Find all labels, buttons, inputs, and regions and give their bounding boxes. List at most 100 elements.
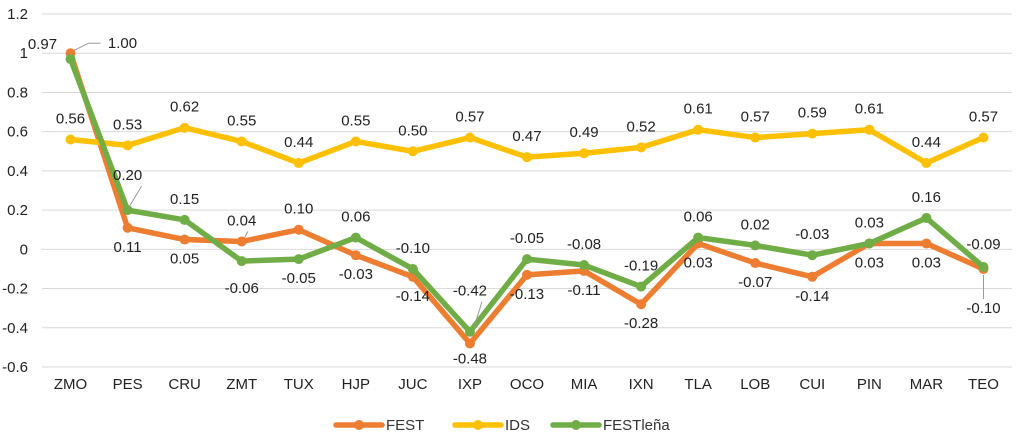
point-festle-a [579, 260, 590, 271]
x-tick-label: ZMO [54, 376, 87, 393]
point-fest [236, 236, 247, 247]
point-festle-a [636, 281, 647, 292]
point-ids [864, 124, 875, 135]
data-label-ids: 0.53 [113, 116, 142, 133]
data-label-fest: -0.13 [510, 286, 544, 303]
data-label-ids: 0.52 [627, 118, 656, 135]
point-festle-a [65, 54, 76, 65]
y-tick-label: -0.6 [2, 359, 28, 376]
point-festle-a [293, 254, 304, 265]
point-festle-a [464, 326, 475, 337]
data-label-festlena: -0.05 [282, 270, 316, 287]
data-label-ids: 0.57 [455, 109, 484, 126]
y-tick-label: 0.8 [7, 84, 28, 101]
point-festle-a [122, 205, 133, 216]
data-label-festlena: 0.03 [855, 214, 884, 231]
data-label-fest: 0.05 [170, 251, 199, 268]
point-fest [921, 238, 932, 249]
data-label-festlena: -0.06 [225, 280, 259, 297]
data-label-fest: 1.00 [108, 35, 137, 52]
data-label-ids: 0.50 [398, 122, 427, 139]
data-label-fest: 0.10 [284, 201, 313, 218]
data-label-fest: 0.03 [855, 254, 884, 271]
y-tick-label: 0.6 [7, 124, 28, 141]
data-labels: 0.56 0.53 0.62 0.55 0.44 0.55 0.50 0.57 0.47 0.49… [28, 35, 1001, 367]
data-label-festlena: -0.09 [966, 236, 1000, 253]
data-label-fest: -0.03 [339, 266, 373, 283]
point-ids [464, 132, 475, 143]
x-tick-label: PIN [857, 376, 882, 393]
x-tick-label: HJP [342, 376, 370, 393]
point-ids [750, 132, 761, 143]
series-group [65, 48, 989, 349]
y-axis: -0.6 -0.4 -0.2 0 0.2 0.4 0.6 0.8 1 1.2 [2, 6, 28, 376]
point-festle-a [407, 263, 418, 274]
legend-label-fest: FEST [386, 417, 424, 434]
data-label-ids: 0.56 [56, 111, 85, 128]
data-label-festlena: 0.15 [170, 191, 199, 208]
data-label-fest: 0.04 [227, 212, 256, 229]
legend-label-ids: IDS [505, 417, 530, 434]
point-festle-a [350, 232, 361, 243]
point-festle-a [179, 214, 190, 225]
data-label-fest: -0.10 [966, 300, 1000, 317]
data-label-festlena: 0.02 [741, 216, 770, 233]
data-label-fest: 0.11 [114, 239, 142, 256]
data-label-festlena: -0.42 [453, 283, 487, 300]
data-label-festlena: -0.19 [624, 258, 658, 275]
data-label-ids: 0.61 [855, 101, 884, 118]
data-label-ids: 0.59 [798, 105, 827, 122]
point-festle-a [750, 240, 761, 251]
point-festle-a [522, 254, 532, 265]
y-tick-label: -0.4 [2, 320, 28, 337]
point-ids [522, 152, 532, 163]
point-fest [122, 222, 133, 233]
legend-marker-ids [473, 420, 483, 430]
y-tick-label: 0.4 [7, 163, 28, 180]
x-axis: ZMO PES CRU ZMT TUX HJP JUC IXP OCO MIA IXN TLA LOB C… [54, 376, 999, 393]
data-label-ids: 0.44 [284, 134, 313, 151]
leader-line [473, 301, 483, 328]
point-festle-a [236, 256, 247, 267]
point-ids [350, 136, 361, 147]
point-fest [464, 338, 475, 349]
point-ids [921, 158, 932, 169]
x-tick-label: ZMT [226, 376, 257, 393]
data-label-festlena: 0.06 [341, 209, 370, 226]
x-tick-label: CRU [168, 376, 201, 393]
point-ids [236, 136, 247, 147]
data-label-ids: 0.57 [741, 109, 770, 126]
data-label-festlena: -0.08 [567, 236, 601, 253]
data-label-ids: 0.61 [684, 101, 713, 118]
y-tick-label: 0.2 [7, 202, 28, 219]
data-label-festlena: 0.06 [684, 209, 713, 226]
x-tick-label: TEO [968, 376, 999, 393]
y-tick-label: 1 [20, 45, 28, 62]
x-tick-label: CUI [799, 376, 825, 393]
point-festle-a [921, 212, 932, 223]
point-festle-a [693, 232, 704, 243]
x-tick-label: LOB [740, 376, 770, 393]
legend-marker-fest [354, 420, 364, 430]
data-label-ids: 0.49 [569, 124, 598, 141]
point-ids [122, 140, 133, 151]
point-festle-a [807, 250, 818, 261]
data-label-fest: -0.14 [396, 288, 430, 305]
x-tick-label: PES [113, 376, 143, 393]
point-fest [750, 258, 761, 269]
y-tick-label: 1.2 [7, 6, 28, 23]
point-ids [693, 124, 704, 135]
point-festle-a [864, 238, 875, 249]
data-label-fest: -0.14 [795, 288, 829, 305]
data-label-ids: 0.55 [341, 112, 370, 129]
point-ids [407, 146, 418, 157]
data-label-ids: 0.57 [969, 109, 998, 126]
data-label-festlena: 0.20 [113, 167, 142, 184]
point-ids [179, 122, 190, 133]
leader-line [129, 185, 143, 207]
data-label-festlena: -0.05 [510, 230, 544, 247]
point-festle-a [978, 261, 989, 272]
data-label-ids: 0.47 [512, 128, 541, 145]
point-fest [350, 250, 361, 261]
